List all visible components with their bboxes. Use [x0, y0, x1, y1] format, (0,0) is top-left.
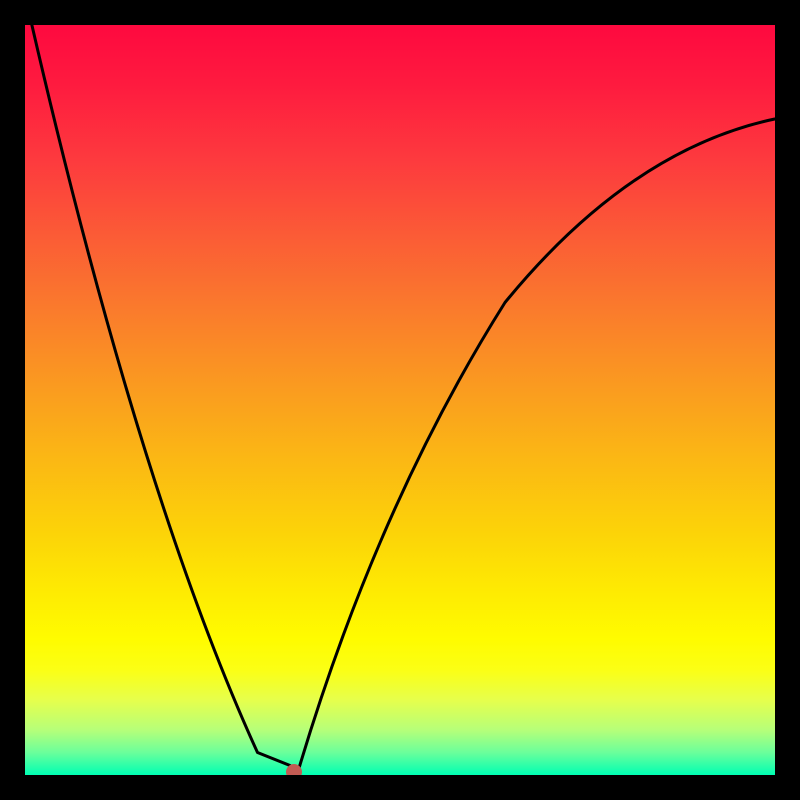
bottleneck-curve — [25, 25, 775, 775]
curve-path — [25, 25, 775, 769]
plot-area — [25, 25, 775, 775]
chart-canvas: TheBottleneck.com — [0, 0, 800, 800]
sweet-spot-marker — [286, 764, 302, 775]
